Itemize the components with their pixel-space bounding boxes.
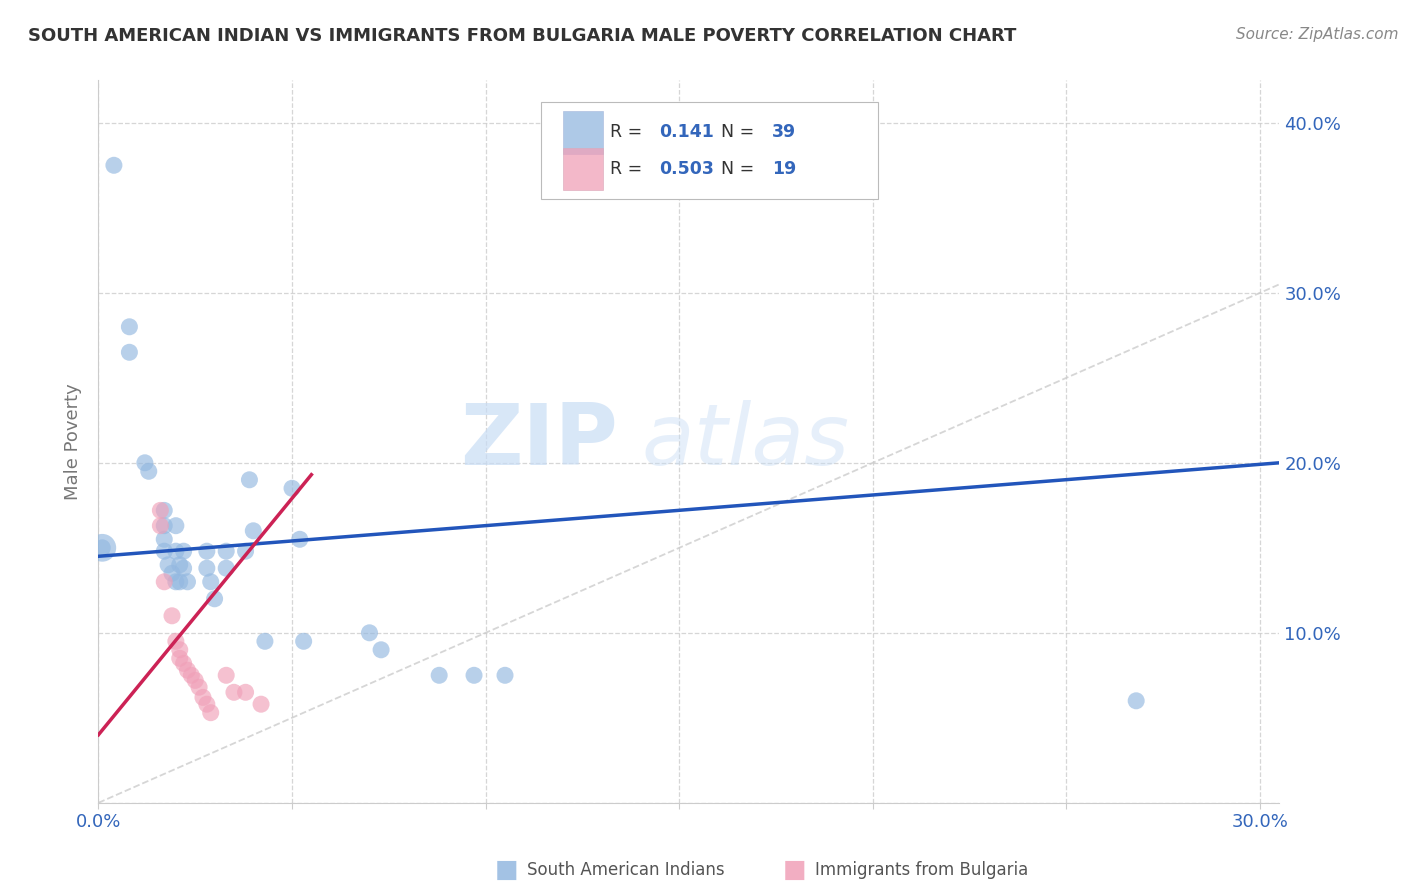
Point	[165, 574, 187, 589]
Text: R =: R =	[610, 160, 648, 178]
Point	[204, 591, 226, 606]
Point	[222, 685, 245, 699]
Text: ■: ■	[783, 858, 806, 881]
Text: ■: ■	[495, 858, 517, 881]
Text: 19: 19	[772, 160, 796, 178]
Point	[288, 533, 311, 547]
Point	[103, 158, 125, 172]
Point	[169, 558, 191, 572]
Point	[292, 634, 315, 648]
Point	[157, 558, 180, 572]
Point	[463, 668, 485, 682]
Text: 0.503: 0.503	[659, 160, 714, 178]
Point	[215, 668, 238, 682]
Point	[153, 574, 176, 589]
Text: 39: 39	[772, 123, 796, 142]
Point	[165, 634, 187, 648]
Point	[118, 319, 141, 334]
Point	[215, 561, 238, 575]
Point	[153, 518, 176, 533]
Point	[149, 503, 172, 517]
Point	[91, 541, 114, 555]
Point	[1125, 694, 1147, 708]
Point	[427, 668, 450, 682]
Point	[169, 574, 191, 589]
Point	[200, 706, 222, 720]
Point	[169, 642, 191, 657]
FancyBboxPatch shape	[562, 148, 603, 190]
Point	[91, 541, 114, 555]
Point	[160, 566, 183, 581]
Point	[173, 561, 195, 575]
Point	[160, 608, 183, 623]
Text: Source: ZipAtlas.com: Source: ZipAtlas.com	[1236, 27, 1399, 42]
FancyBboxPatch shape	[541, 102, 877, 200]
Point	[173, 544, 195, 558]
FancyBboxPatch shape	[562, 112, 603, 153]
Point	[494, 668, 516, 682]
Point	[242, 524, 264, 538]
Point	[176, 574, 198, 589]
Point	[153, 533, 176, 547]
Point	[250, 697, 273, 711]
Point	[153, 544, 176, 558]
Text: 0.141: 0.141	[659, 123, 714, 142]
Text: R =: R =	[610, 123, 648, 142]
Point	[173, 657, 195, 671]
Text: N =: N =	[721, 160, 759, 178]
Point	[281, 481, 304, 495]
Point	[235, 544, 257, 558]
Point	[184, 673, 207, 688]
Point	[370, 642, 392, 657]
Point	[359, 625, 381, 640]
Point	[180, 668, 202, 682]
Point	[188, 680, 211, 694]
Point	[195, 697, 218, 711]
Point	[195, 544, 218, 558]
Point	[149, 518, 172, 533]
Point	[195, 561, 218, 575]
Point	[134, 456, 156, 470]
Point	[200, 574, 222, 589]
Point	[118, 345, 141, 359]
Point	[138, 464, 160, 478]
Point	[253, 634, 276, 648]
Point	[235, 685, 257, 699]
Point	[153, 503, 176, 517]
Text: N =: N =	[721, 123, 759, 142]
Point	[176, 663, 198, 677]
Y-axis label: Male Poverty: Male Poverty	[65, 384, 83, 500]
Text: atlas: atlas	[641, 400, 849, 483]
Text: South American Indians: South American Indians	[527, 861, 725, 879]
Text: ZIP: ZIP	[460, 400, 619, 483]
Text: Immigrants from Bulgaria: Immigrants from Bulgaria	[815, 861, 1029, 879]
Point	[238, 473, 260, 487]
Point	[165, 518, 187, 533]
Point	[215, 544, 238, 558]
Point	[165, 544, 187, 558]
Point	[169, 651, 191, 665]
Text: SOUTH AMERICAN INDIAN VS IMMIGRANTS FROM BULGARIA MALE POVERTY CORRELATION CHART: SOUTH AMERICAN INDIAN VS IMMIGRANTS FROM…	[28, 27, 1017, 45]
Point	[191, 690, 214, 705]
